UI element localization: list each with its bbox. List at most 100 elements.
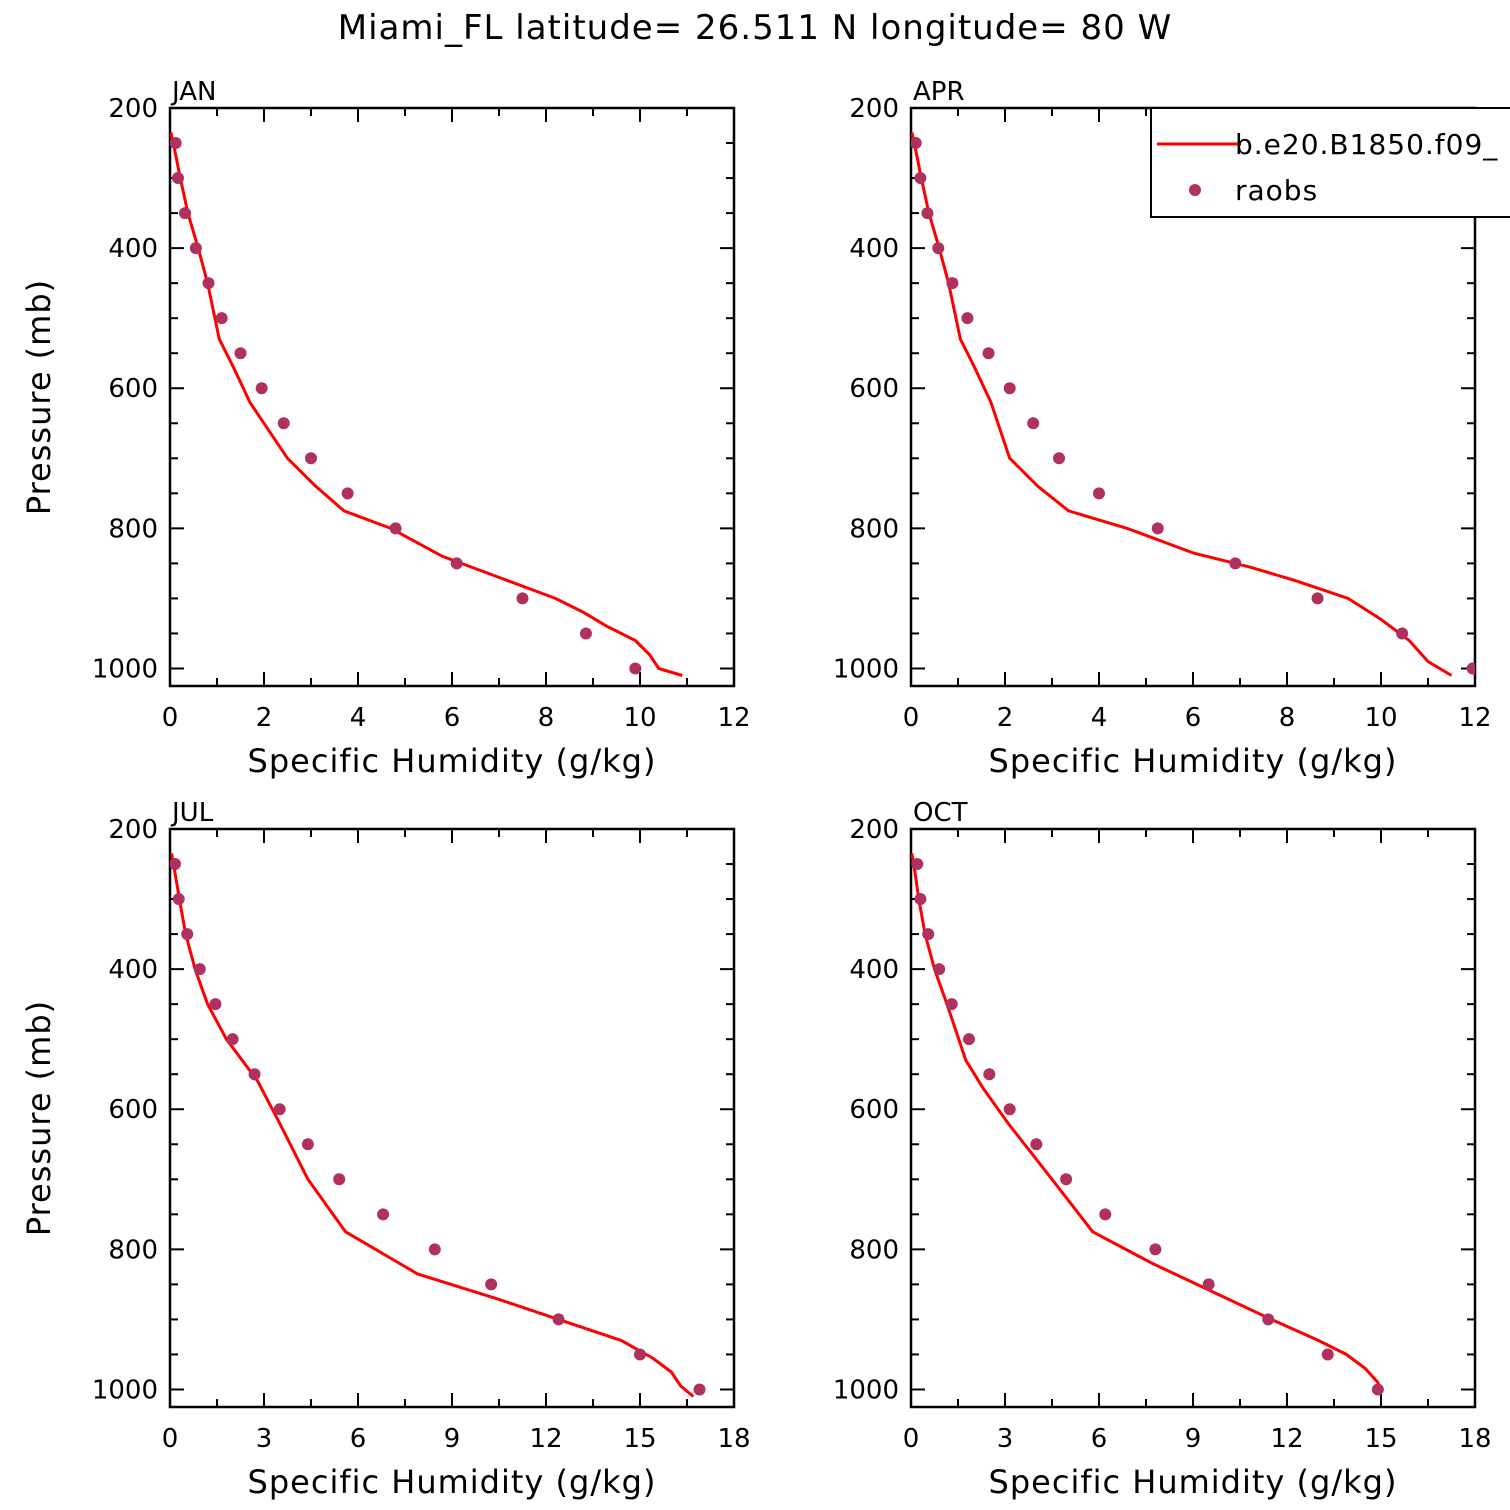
raobs-point — [1311, 592, 1324, 605]
y-tick-label: 400 — [849, 955, 899, 985]
x-tick-label: 9 — [444, 1424, 461, 1454]
raobs-point — [226, 1033, 239, 1046]
plot-data — [911, 853, 1384, 1396]
x-tick-label: 3 — [997, 1424, 1014, 1454]
plot-data — [170, 853, 706, 1398]
panel-title: APR — [913, 77, 965, 107]
y-tick-label: 800 — [108, 1235, 158, 1265]
x-tick-label: 6 — [1185, 703, 1202, 733]
plot-data — [911, 132, 1475, 677]
raobs-point — [693, 1383, 706, 1396]
raobs-point — [248, 1068, 261, 1081]
raobs-point — [946, 277, 959, 290]
x-axis-label: Specific Humidity (g/kg) — [248, 1463, 657, 1501]
panel-title: JUL — [170, 798, 214, 828]
raobs-point — [277, 417, 290, 430]
x-tick-label: 10 — [623, 703, 656, 733]
y-tick-label: 200 — [849, 94, 899, 124]
raobs-point — [922, 928, 935, 941]
raobs-point — [215, 312, 228, 325]
x-tick-label: 0 — [162, 1424, 179, 1454]
raobs-point — [932, 242, 945, 255]
raobs-point — [485, 1278, 498, 1291]
raobs-point — [552, 1313, 565, 1326]
y-tick-label: 600 — [108, 1095, 158, 1125]
raobs-point — [170, 858, 182, 871]
raobs-point — [1396, 627, 1409, 640]
raobs-point — [179, 207, 192, 220]
legend-label: b.e20.B1850.f09_ — [1235, 128, 1498, 161]
plot-frame — [909, 827, 1477, 1409]
raobs-point — [389, 522, 402, 535]
raobs-point — [983, 1068, 996, 1081]
y-tick-label: 400 — [849, 234, 899, 264]
raobs-point — [305, 452, 317, 465]
y-tick-label: 600 — [849, 1095, 899, 1125]
y-tick-label: 400 — [108, 955, 158, 985]
x-tick-label: 0 — [903, 703, 920, 733]
y-tick-label: 400 — [108, 234, 158, 264]
raobs-point — [1053, 452, 1066, 465]
model-line — [170, 853, 695, 1398]
x-tick-label: 12 — [1270, 1424, 1303, 1454]
y-tick-label: 200 — [108, 815, 158, 845]
legend-label: raobs — [1235, 174, 1318, 207]
raobs-point — [333, 1173, 346, 1186]
raobs-point — [450, 557, 463, 570]
x-tick-label: 8 — [538, 703, 555, 733]
raobs-point — [171, 172, 184, 185]
raobs-point — [1149, 1243, 1162, 1256]
raobs-point — [193, 963, 206, 976]
y-tick-label: 1000 — [92, 1375, 158, 1405]
panel-jan: JAN 0 2 4 6 8 10 12 200 400 600 800 1000 Specific Hum… — [20, 77, 751, 780]
raobs-point — [1371, 1383, 1384, 1396]
x-axis-label: Specific Humidity (g/kg) — [989, 1463, 1398, 1501]
x-tick-label: 3 — [256, 1424, 273, 1454]
x-tick-label: 15 — [1364, 1424, 1397, 1454]
raobs-point — [933, 963, 946, 976]
y-tick-label: 1000 — [92, 654, 158, 684]
y-tick-label: 200 — [849, 815, 899, 845]
raobs-point — [1093, 487, 1105, 500]
legend-marker-swatch — [1189, 184, 1201, 196]
x-tick-label: 12 — [1458, 703, 1491, 733]
panel-apr: APR 0 2 4 6 8 10 12 200 400 600 800 1000 Specific Hum… — [833, 77, 1510, 780]
raobs-point — [516, 592, 529, 605]
raobs-point — [961, 312, 974, 325]
raobs-point — [911, 858, 924, 871]
x-tick-label: 6 — [1091, 1424, 1108, 1454]
x-tick-label: 12 — [529, 1424, 562, 1454]
x-tick-label: 6 — [444, 703, 461, 733]
y-tick-label: 1000 — [833, 654, 899, 684]
x-tick-label: 10 — [1364, 703, 1397, 733]
raobs-point — [341, 487, 354, 500]
y-tick-label: 200 — [108, 94, 158, 124]
plot-frame — [168, 827, 736, 1409]
raobs-point — [1262, 1313, 1275, 1326]
raobs-point — [1099, 1208, 1112, 1221]
panel-title: JAN — [170, 77, 216, 107]
y-axis-label: Pressure (mb) — [20, 1000, 58, 1236]
raobs-point — [1151, 522, 1164, 535]
plot-data — [170, 132, 683, 677]
x-tick-label: 6 — [350, 1424, 367, 1454]
raobs-point — [1229, 557, 1242, 570]
raobs-point — [921, 207, 934, 220]
x-axis-label: Specific Humidity (g/kg) — [989, 742, 1398, 780]
x-tick-label: 12 — [717, 703, 750, 733]
raobs-point — [255, 382, 268, 395]
x-tick-label: 18 — [717, 1424, 750, 1454]
raobs-point — [377, 1208, 390, 1221]
model-line — [170, 132, 683, 677]
y-axis-label: Pressure (mb) — [20, 279, 58, 515]
x-tick-label: 15 — [623, 1424, 656, 1454]
raobs-point — [911, 137, 922, 150]
page-title: Miami_FL latitude= 26.511 N longitude= 8… — [337, 8, 1173, 48]
raobs-point — [202, 277, 215, 290]
raobs-point — [234, 347, 247, 360]
raobs-point — [1202, 1278, 1215, 1291]
raobs-point — [982, 347, 995, 360]
raobs-point — [172, 893, 185, 906]
panel-title: OCT — [913, 798, 968, 828]
raobs-point — [1003, 382, 1016, 395]
